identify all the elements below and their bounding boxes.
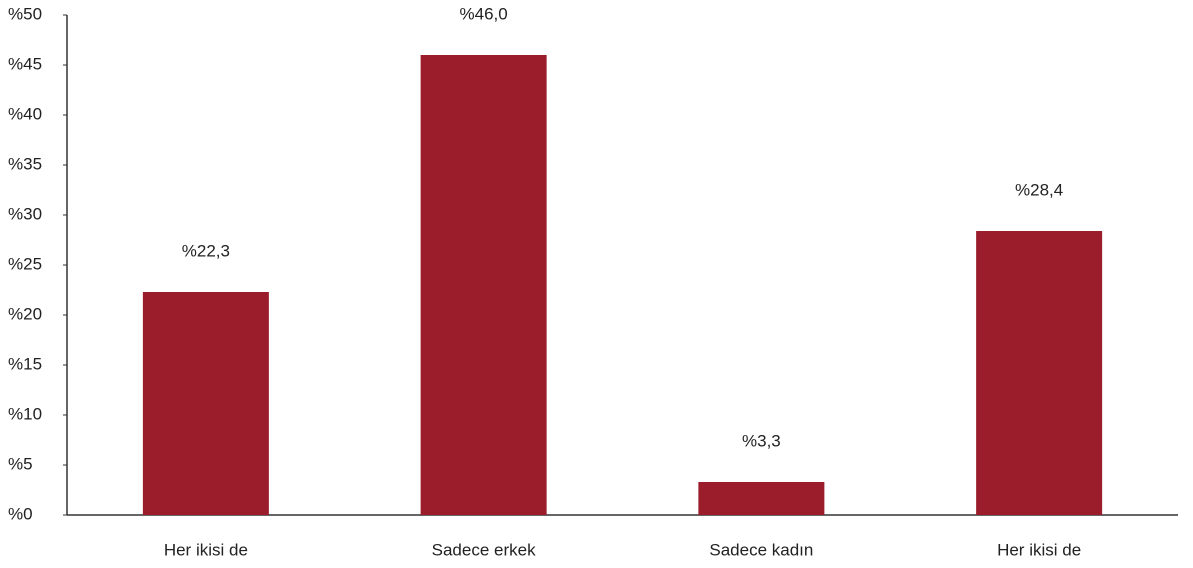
y-tick-label: %15 bbox=[8, 354, 42, 373]
bar bbox=[698, 482, 825, 515]
y-tick-label: %0 bbox=[8, 504, 33, 523]
y-tick-label: %25 bbox=[8, 254, 42, 273]
bar bbox=[976, 231, 1103, 515]
value-label: %3,3 bbox=[742, 431, 781, 450]
y-tick-label: %30 bbox=[8, 204, 42, 223]
y-tick-label: %40 bbox=[8, 104, 42, 123]
bar bbox=[142, 292, 269, 515]
value-label: %28,4 bbox=[1015, 180, 1063, 199]
x-tick-label: Sadece kadın bbox=[709, 540, 813, 559]
y-tick-label: %5 bbox=[8, 454, 33, 473]
y-tick-label: %35 bbox=[8, 154, 42, 173]
value-label: %46,0 bbox=[460, 4, 508, 23]
y-tick-label: %20 bbox=[8, 304, 42, 323]
x-tick-label: Her ikisi de bbox=[164, 540, 248, 559]
x-tick-label: Sadece erkek bbox=[432, 540, 536, 559]
y-tick-label: %50 bbox=[8, 4, 42, 23]
y-tick-label: %10 bbox=[8, 404, 42, 423]
x-tick-label: Her ikisi de bbox=[997, 540, 1081, 559]
bar bbox=[420, 55, 547, 515]
y-tick-label: %45 bbox=[8, 54, 42, 73]
value-label: %22,3 bbox=[182, 241, 230, 260]
